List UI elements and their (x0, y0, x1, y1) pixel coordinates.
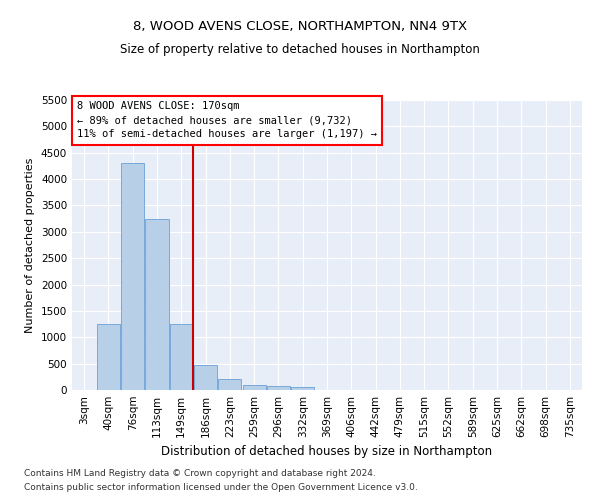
Bar (121, 164, 144, 390)
Bar (291, 388, 314, 390)
Text: 8 WOOD AVENS CLOSE: 170sqm
← 89% of detached houses are smaller (9,732)
11% of s: 8 WOOD AVENS CLOSE: 170sqm ← 89% of deta… (77, 102, 377, 140)
Y-axis label: Number of detached properties: Number of detached properties (25, 158, 35, 332)
Text: Contains public sector information licensed under the Open Government Licence v3: Contains public sector information licen… (24, 484, 418, 492)
Text: 8, WOOD AVENS CLOSE, NORTHAMPTON, NN4 9TX: 8, WOOD AVENS CLOSE, NORTHAMPTON, NN4 9T… (133, 20, 467, 33)
Bar (242, 384, 266, 390)
Bar (97, 324, 120, 390)
Bar (194, 364, 217, 390)
Bar (218, 380, 241, 390)
Bar (170, 324, 193, 390)
Text: Contains HM Land Registry data © Crown copyright and database right 2024.: Contains HM Land Registry data © Crown c… (24, 468, 376, 477)
X-axis label: Distribution of detached houses by size in Northampton: Distribution of detached houses by size … (161, 446, 493, 458)
Text: Size of property relative to detached houses in Northampton: Size of property relative to detached ho… (120, 42, 480, 56)
Bar (145, 218, 169, 390)
Bar (267, 386, 290, 390)
